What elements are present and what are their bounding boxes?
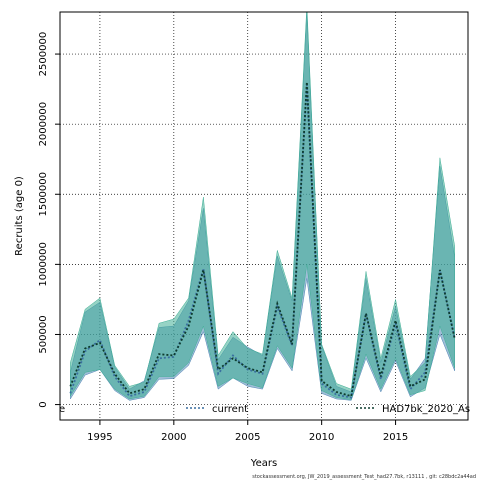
legend-fragment-label: e: [59, 404, 65, 415]
x-axis-title: Years: [250, 458, 277, 469]
y-tick-label: 2500000: [38, 32, 49, 77]
x-tick-label: 1995: [87, 432, 112, 443]
x-tick-label: 2015: [383, 432, 408, 443]
plot-frame: [59, 11, 469, 421]
legend-label-had7bk: HAD7bk_2020_As: [382, 404, 470, 415]
legend: e current HAD7bk_2020_As: [59, 404, 470, 415]
x-tick-label: 2000: [161, 432, 186, 443]
y-axis-title: Recruits (age 0): [14, 176, 25, 256]
y-tick-label: 500000: [38, 315, 49, 353]
y-tick-label: 1500000: [38, 172, 49, 217]
axes: 1995 2000 2005 2010 2015 0 500000 1000000 150000…: [38, 11, 469, 443]
y-tick-label: 0: [38, 401, 49, 407]
legend-label-current: current: [212, 404, 248, 415]
x-tick-label: 2010: [309, 432, 334, 443]
y-tick-label: 2000000: [38, 102, 49, 147]
x-tick-label: 2005: [235, 432, 260, 443]
series-line-had7bk: [69, 82, 456, 398]
y-tick-label: 1000000: [38, 242, 49, 287]
series-lines: [69, 82, 456, 399]
footnote: stockassessment.org, JW_2019_assessment_…: [252, 474, 476, 480]
